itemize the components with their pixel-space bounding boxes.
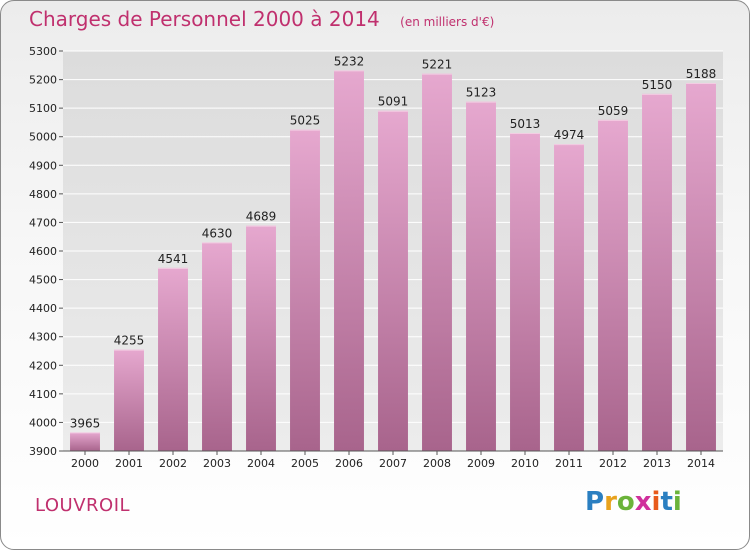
y-tick-label: 4900 (29, 159, 57, 172)
bar (510, 133, 540, 451)
commune-name: LOUVROIL (35, 495, 131, 516)
y-tick-label: 4000 (29, 416, 57, 429)
bar (70, 432, 100, 451)
proxiti-logo: Proxiti (585, 487, 682, 517)
y-tick-label: 4600 (29, 245, 57, 258)
bar (334, 70, 364, 451)
y-tick-label: 4400 (29, 302, 57, 315)
x-tick-label: 2003 (203, 457, 231, 470)
chart-title: Charges de Personnel 2000 à 2014 (en mil… (29, 7, 494, 31)
y-tick-label: 4100 (29, 388, 57, 401)
bar (598, 119, 628, 451)
bar (158, 267, 188, 451)
bar-value-label: 5013 (510, 117, 541, 131)
bar-value-label: 5232 (334, 54, 365, 68)
x-tick-label: 2012 (599, 457, 627, 470)
y-tick-label: 3900 (29, 445, 57, 458)
logo-letter: x (634, 487, 652, 517)
bar-value-label: 4255 (114, 334, 145, 348)
bar (202, 242, 232, 451)
bar (290, 129, 320, 452)
x-tick-label: 2013 (643, 457, 671, 470)
bar (642, 93, 672, 451)
x-tick-label: 2002 (159, 457, 187, 470)
bar (554, 144, 584, 451)
x-tick-label: 2010 (511, 457, 539, 470)
x-tick-label: 2006 (335, 457, 363, 470)
y-tick-label: 4500 (29, 274, 57, 287)
logo-letter: o (616, 487, 635, 517)
y-tick-label: 4200 (29, 359, 57, 372)
bar-value-label: 4541 (158, 252, 189, 266)
y-tick-label: 4700 (29, 216, 57, 229)
x-tick-label: 2004 (247, 457, 275, 470)
x-tick-label: 2000 (71, 457, 99, 470)
bar-value-label: 3965 (70, 416, 101, 430)
value-labels: 3965 4255 4541 4630 4689 5025 5232 5091 5221 5123… (70, 54, 717, 430)
bar-value-label: 4689 (246, 210, 277, 224)
x-tick-label: 2014 (687, 457, 715, 470)
y-tick-label: 4800 (29, 188, 57, 201)
bar (422, 73, 452, 452)
bar-value-label: 5123 (466, 86, 497, 100)
bar (466, 101, 496, 452)
x-tick-label: 2011 (555, 457, 583, 470)
x-tick-label: 2001 (115, 457, 143, 470)
bar (246, 225, 276, 451)
y-tick-labels: 3900 4000 4100 4200 4300 4400 4500 4600 4700 4800… (29, 45, 63, 458)
y-tick-label: 5200 (29, 74, 57, 87)
logo-letter: i (672, 487, 682, 517)
logo-letter: r (604, 487, 617, 517)
chart-title-text: Charges de Personnel 2000 à 2014 (29, 7, 380, 31)
y-tick-label: 5100 (29, 102, 57, 115)
bar (378, 110, 408, 451)
bar-value-label: 5188 (686, 67, 717, 81)
bar-value-label: 5091 (378, 95, 409, 109)
bars (70, 70, 716, 452)
y-tick-label: 4300 (29, 331, 57, 344)
x-tick-label: 2005 (291, 457, 319, 470)
bar (114, 349, 144, 451)
y-tick-label: 5000 (29, 131, 57, 144)
bar-value-label: 5150 (642, 78, 673, 92)
bar-value-label: 4630 (202, 226, 233, 240)
bar (686, 83, 716, 451)
logo-letter: i (651, 487, 661, 517)
logo-letter: P (585, 487, 605, 517)
x-tick-label: 2007 (379, 457, 407, 470)
bar-value-label: 5059 (598, 104, 629, 118)
logo-letter: t (660, 487, 673, 517)
x-tick-label: 2009 (467, 457, 495, 470)
bar-value-label: 4974 (554, 128, 585, 142)
y-tick-label: 5300 (29, 45, 57, 58)
x-tick-labels: 2000 2001 2002 2003 2004 2005 2006 2007 2008 2009… (71, 451, 715, 470)
x-tick-label: 2008 (423, 457, 451, 470)
bar-value-label: 5025 (290, 114, 321, 128)
chart-subtitle: (en milliers d'€) (400, 15, 495, 29)
bar-value-label: 5221 (422, 58, 453, 72)
